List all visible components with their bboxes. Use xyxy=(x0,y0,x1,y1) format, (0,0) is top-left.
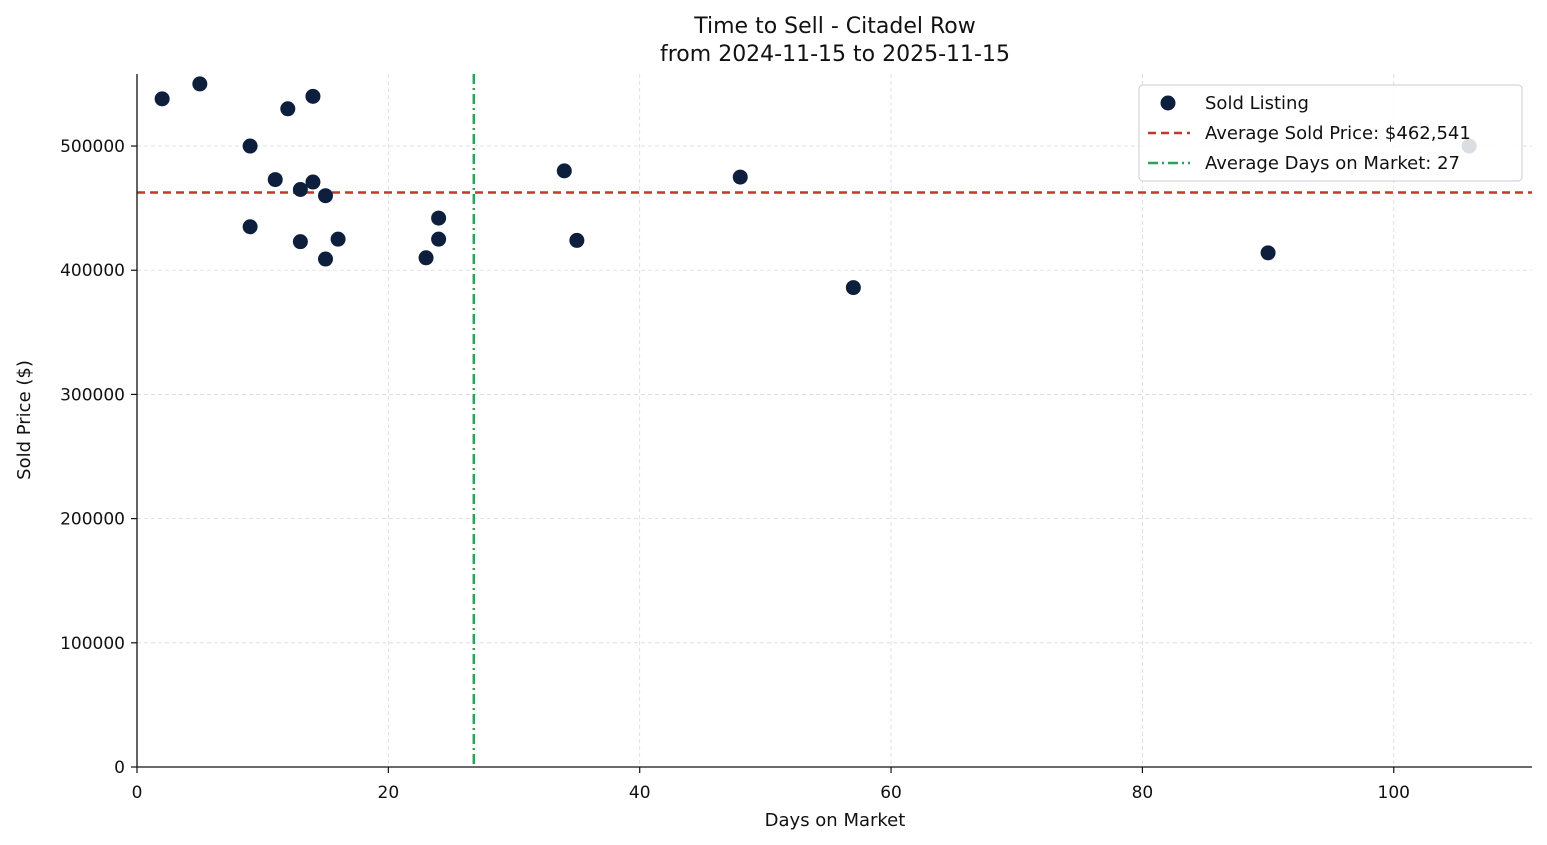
x-tick-label-60: 60 xyxy=(880,783,902,803)
legend-box xyxy=(1138,84,1523,182)
x-tick-label-20: 20 xyxy=(378,783,400,803)
y-axis-label: Sold Price ($) xyxy=(14,360,35,480)
x-tick-label-40: 40 xyxy=(629,783,651,803)
data-point-5 xyxy=(280,101,296,117)
x-tick-label-80: 80 xyxy=(1132,783,1154,803)
data-point-12 xyxy=(330,231,346,247)
chart-subtitle: from 2024-11-15 to 2025-11-15 xyxy=(660,42,1010,67)
y-tick-label-100000: 100000 xyxy=(60,634,125,654)
x-axis-label: Days on Market xyxy=(765,810,906,831)
x-tick-label-100: 100 xyxy=(1378,783,1410,803)
data-point-2 xyxy=(242,138,258,154)
data-point-20 xyxy=(1260,245,1276,261)
data-point-15 xyxy=(431,231,447,247)
data-point-8 xyxy=(305,88,321,104)
data-point-7 xyxy=(292,234,308,250)
data-point-3 xyxy=(242,219,258,235)
data-point-9 xyxy=(305,174,321,190)
data-point-18 xyxy=(732,169,748,185)
data-point-4 xyxy=(267,172,283,188)
reference-lines xyxy=(137,74,1532,767)
legend-marker-sold-listing xyxy=(1160,95,1176,111)
data-point-14 xyxy=(431,210,447,226)
data-point-16 xyxy=(556,163,572,179)
axes: 0 20 40 60 80 100 0 100000 200000 300000 400000 500… xyxy=(60,74,1532,803)
y-tick-label-200000: 200000 xyxy=(60,510,125,530)
data-point-1 xyxy=(192,76,208,92)
y-tick-label-400000: 400000 xyxy=(60,261,125,281)
y-tick-label-0: 0 xyxy=(114,758,125,778)
legend-label-avg-days: Average Days on Market: 27 xyxy=(1205,153,1460,174)
data-point-13 xyxy=(418,250,434,266)
y-tick-label-300000: 300000 xyxy=(60,385,125,405)
data-point-10 xyxy=(318,188,334,204)
data-point-0 xyxy=(154,91,170,107)
grid xyxy=(137,74,1532,767)
data-point-17 xyxy=(569,232,585,248)
legend: Sold Listing Average Sold Price: $462,54… xyxy=(1138,84,1523,182)
data-point-6 xyxy=(292,182,308,197)
y-tick-label-500000: 500000 xyxy=(60,137,125,157)
legend-label-avg-price: Average Sold Price: $462,541 xyxy=(1205,123,1471,144)
x-tick-label-0: 0 xyxy=(132,783,143,803)
legend-label-sold-listing: Sold Listing xyxy=(1205,93,1309,114)
data-point-19 xyxy=(845,280,861,296)
data-point-11 xyxy=(318,251,334,267)
chart-title: Time to Sell - Citadel Row xyxy=(693,14,976,39)
